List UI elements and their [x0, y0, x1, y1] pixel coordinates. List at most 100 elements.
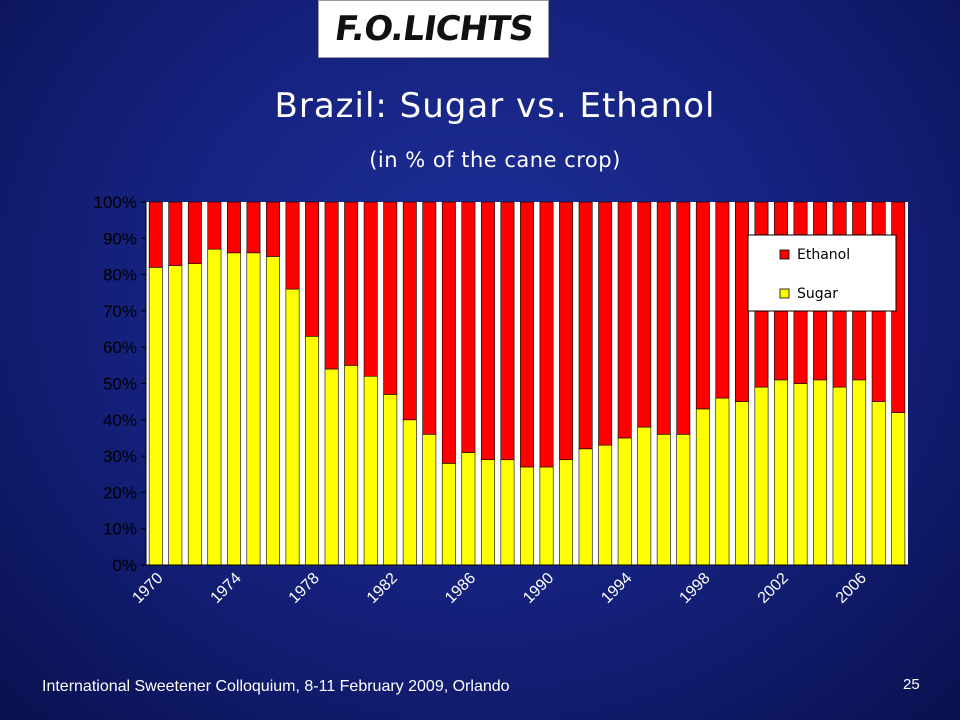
bar-ethanol-1985 — [441, 201, 456, 464]
bar-sugar-1997 — [676, 434, 691, 566]
x-tick-label: 1970 — [129, 570, 166, 607]
bar-ethanol-1979 — [324, 201, 339, 370]
bar-sugar-2007 — [871, 401, 886, 566]
bar-ethanol-1973 — [207, 201, 222, 250]
x-tick-label: 1978 — [286, 570, 323, 607]
fo-lichts-logo: F.O.LICHTS — [318, 0, 549, 58]
x-axis-ticks: 1970 1974 1978 1982 1986 1990 1994 1998 2002 2006 — [129, 570, 870, 607]
bar-ethanol-1991 — [559, 201, 574, 461]
bar-sugar-1990 — [539, 466, 554, 566]
bar-ethanol-1999 — [715, 201, 730, 399]
bar-sugar-1986 — [461, 452, 476, 566]
chart-title: Brazil: Sugar vs. Ethanol — [274, 86, 716, 126]
bar-sugar-1995 — [637, 426, 652, 566]
bar-ethanol-1990 — [539, 201, 554, 468]
legend-box — [747, 234, 897, 312]
bar-ethanol-1983 — [402, 201, 417, 421]
x-tick-label: 2006 — [833, 570, 870, 607]
bar-sugar-2005 — [832, 386, 847, 566]
bar-ethanol-1996 — [656, 201, 671, 435]
bar-sugar-2002 — [774, 379, 788, 566]
bar-sugar-1976 — [266, 256, 280, 566]
bar-ethanol-1982 — [383, 201, 398, 395]
y-tick-label: 60% — [103, 338, 137, 357]
bar-sugar-1985 — [441, 463, 456, 566]
bar-sugar-2003 — [793, 383, 808, 566]
y-tick-label: 30% — [103, 447, 137, 466]
bar-ethanol-1976 — [266, 201, 280, 257]
bar-sugar-1991 — [559, 459, 574, 566]
bar-sugar-1987 — [480, 459, 495, 566]
bar-ethanol-1972 — [187, 201, 202, 265]
x-tick-label: 1974 — [208, 570, 245, 607]
bar-ethanol-1977 — [285, 201, 300, 290]
x-tick-label: 1982 — [364, 570, 401, 607]
bar-sugar-1981 — [363, 375, 378, 566]
bar-ethanol-1980 — [344, 201, 359, 366]
bar-sugar-1980 — [344, 365, 359, 566]
bar-sugar-2000 — [734, 401, 749, 566]
x-tick-label: 1990 — [520, 570, 557, 607]
chart-subtitle: (in % of the cane crop) — [369, 148, 621, 172]
y-tick-label: 40% — [103, 411, 137, 430]
bar-ethanol-2000 — [734, 201, 749, 402]
bar-ethanol-1974 — [226, 201, 241, 254]
y-tick-label: 100% — [94, 193, 137, 212]
y-tick-label: 50% — [103, 375, 137, 394]
bar-sugar-1974 — [226, 252, 241, 566]
bar-ethanol-1978 — [305, 201, 320, 337]
bar-ethanol-1998 — [695, 201, 710, 410]
x-tick-label: 1998 — [676, 570, 713, 607]
bar-sugar-1970 — [148, 267, 163, 566]
legend-label-sugar: Sugar — [797, 286, 838, 302]
bar-sugar-1988 — [500, 459, 515, 566]
bar-sugar-1972 — [187, 263, 202, 566]
y-tick-label: 70% — [103, 302, 137, 321]
footer-text: International Sweetener Colloquium, 8-11… — [42, 678, 510, 695]
bar-sugar-2001 — [754, 386, 769, 566]
legend-label-ethanol: Ethanol — [797, 247, 850, 263]
bar-ethanol-1987 — [480, 201, 495, 461]
bar-sugar-1971 — [168, 265, 183, 566]
legend: Ethanol Sugar — [747, 234, 897, 312]
bar-ethanol-1995 — [637, 201, 652, 428]
bar-ethanol-1970 — [148, 201, 163, 268]
bar-ethanol-1975 — [246, 201, 261, 254]
bar-ethanol-1994 — [617, 201, 632, 439]
bar-sugar-2008 — [891, 412, 906, 566]
bar-ethanol-1986 — [461, 201, 476, 453]
y-tick-label: 90% — [103, 229, 137, 248]
x-tick-label: 2002 — [755, 570, 792, 607]
bar-sugar-1994 — [617, 437, 632, 566]
bar-ethanol-1992 — [578, 201, 593, 450]
bar-ethanol-1971 — [168, 201, 183, 266]
bar-sugar-1998 — [695, 408, 710, 566]
bar-ethanol-1984 — [422, 201, 437, 435]
y-axis-ticks: 0% 10% 20% 30% 40% 50% 60% 70% 80% 90% 100% — [94, 193, 146, 575]
bar-sugar-1993 — [598, 444, 613, 566]
bar-ethanol-1993 — [598, 201, 613, 446]
bar-sugar-2006 — [852, 379, 867, 566]
bar-ethanol-1989 — [520, 201, 534, 468]
bar-sugar-1978 — [305, 336, 320, 566]
x-tick-label: 1994 — [598, 570, 635, 607]
bar-ethanol-1988 — [500, 201, 515, 461]
bar-sugar-1989 — [520, 466, 534, 566]
bar-sugar-1975 — [246, 252, 261, 566]
legend-swatch-ethanol — [779, 249, 790, 260]
bar-sugar-1999 — [715, 397, 730, 566]
y-tick-label: 10% — [103, 520, 137, 539]
bar-sugar-1992 — [578, 448, 593, 566]
x-tick-label: 1986 — [442, 570, 479, 607]
bar-sugar-1984 — [422, 434, 437, 566]
bar-sugar-1973 — [207, 248, 222, 566]
bar-sugar-1996 — [656, 434, 671, 566]
y-tick-label: 20% — [103, 483, 137, 502]
y-tick-label: 80% — [103, 266, 137, 285]
bar-ethanol-1981 — [363, 201, 378, 377]
bar-sugar-2004 — [813, 379, 828, 566]
legend-swatch-sugar — [779, 288, 790, 299]
page-number: 25 — [903, 676, 920, 693]
bar-sugar-1983 — [402, 419, 417, 566]
